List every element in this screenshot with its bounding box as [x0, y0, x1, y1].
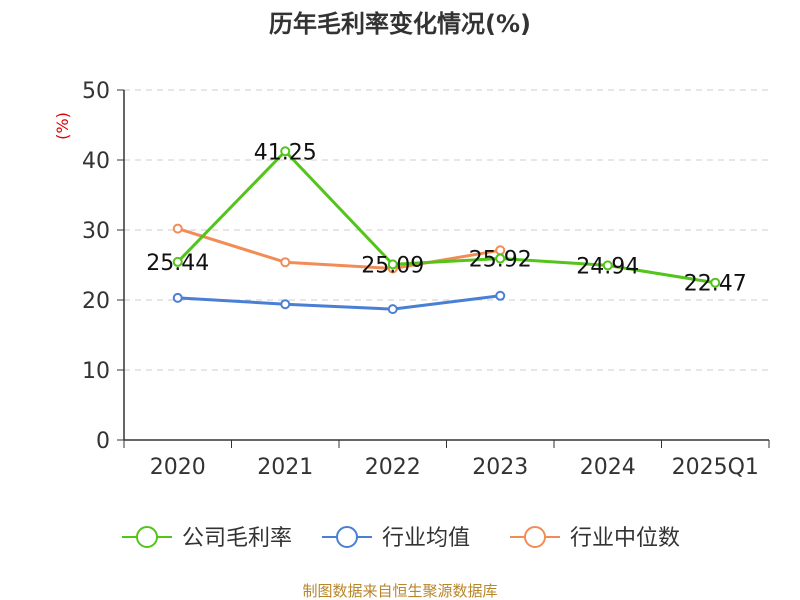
data-label: 25.09	[361, 253, 424, 278]
series-line-1	[177, 294, 501, 311]
series-lines	[176, 149, 716, 311]
x-tick-label: 2021	[257, 455, 313, 480]
x-tick-label: 2023	[472, 455, 528, 480]
legend-marker-icon	[336, 526, 358, 548]
data-point	[710, 277, 721, 288]
data-point	[172, 256, 183, 267]
legend-item-0[interactable]: 公司毛利率	[122, 526, 292, 551]
chart-title: 历年毛利率变化情况(%)	[269, 10, 531, 38]
data-point	[172, 292, 183, 303]
y-tick-label: 10	[82, 359, 110, 384]
data-point	[387, 259, 398, 270]
data-point	[172, 223, 183, 234]
x-tick-label: 2022	[365, 455, 421, 480]
legend-marker-icon	[136, 526, 158, 548]
series-line-0	[176, 149, 716, 285]
y-tick-label: 30	[82, 219, 110, 244]
y-tick-label: 0	[96, 429, 110, 454]
data-point	[280, 257, 291, 268]
legend-marker-icon	[524, 526, 546, 548]
data-point	[387, 304, 398, 315]
axes: 0 10 20 30 40 50 2020 2021 2022 2023 2024 2025Q1	[82, 79, 770, 480]
y-tick-label: 40	[82, 149, 110, 174]
data-point	[280, 146, 291, 157]
legend-label: 行业均值	[382, 526, 470, 551]
data-point	[602, 260, 613, 271]
legend-item-2[interactable]: 行业中位数	[510, 526, 680, 551]
data-point	[495, 253, 506, 264]
data-label: 22.47	[684, 272, 747, 297]
legend-label: 行业中位数	[570, 526, 680, 551]
y-tick-label: 20	[82, 289, 110, 314]
source-note: 制图数据来自恒生聚源数据库	[302, 582, 497, 600]
data-label: 25.92	[469, 248, 532, 273]
data-label: 24.94	[576, 254, 639, 279]
legend[interactable]: 公司毛利率 行业均值 行业中位数	[122, 526, 680, 551]
grid-lines	[124, 89, 769, 371]
y-axis-unit-label: (%)	[53, 112, 72, 140]
legend-label: 公司毛利率	[182, 526, 292, 551]
series-line-2	[177, 227, 501, 270]
y-tick-label: 50	[82, 79, 110, 104]
x-tick-label: 2020	[150, 455, 206, 480]
data-label: 41.25	[254, 140, 317, 165]
data-label: 25.44	[146, 251, 209, 276]
x-tick-label: 2025Q1	[672, 455, 759, 480]
x-tick-label: 2024	[580, 455, 636, 480]
data-point	[495, 290, 506, 301]
legend-item-1[interactable]: 行业均值	[322, 526, 470, 551]
data-point	[280, 299, 291, 310]
data-labels: 25.44 41.25 25.09 25.92 24.94 22.47	[146, 140, 746, 296]
data-points	[172, 146, 721, 315]
